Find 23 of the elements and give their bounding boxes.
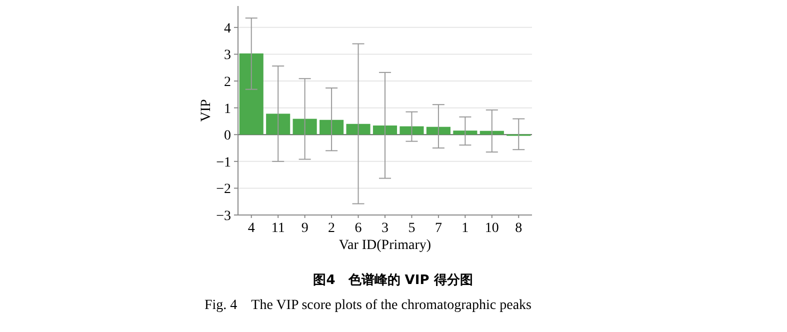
x-axis-title: Var ID(Primary) <box>338 238 432 253</box>
text: Fig. 4 The VIP score plots of the chromatographic peaks <box>204 298 532 313</box>
x-tick-label: 1 <box>462 221 469 236</box>
x-tick-label: 6 <box>354 221 362 236</box>
y-tick-label: −3 <box>216 209 231 224</box>
x-tick-label: 8 <box>515 221 522 236</box>
y-tick-label: −1 <box>216 155 231 170</box>
x-tick-label: 3 <box>382 221 388 236</box>
x-tick-label: 4 <box>248 221 255 236</box>
x-tick-label: 5 <box>408 221 416 236</box>
y-tick-label: −2 <box>216 182 231 198</box>
x-tick-label: 10 <box>484 221 499 236</box>
x-tick-label: 7 <box>434 221 442 236</box>
y-tick-label: 4 <box>224 21 231 36</box>
y-axis-title: VIP <box>199 99 214 122</box>
y-tick-label: 3 <box>224 48 231 64</box>
y-tick-label: 2 <box>224 75 231 90</box>
x-tick-label: 11 <box>271 221 285 236</box>
x-tick-label: 2 <box>328 221 336 236</box>
text: 图4 色谱峰的 VIP 得分图 <box>313 272 473 288</box>
y-tick-label: 1 <box>224 102 231 117</box>
y-tick-label: 0 <box>224 128 231 144</box>
x-tick-label: 9 <box>301 221 308 236</box>
